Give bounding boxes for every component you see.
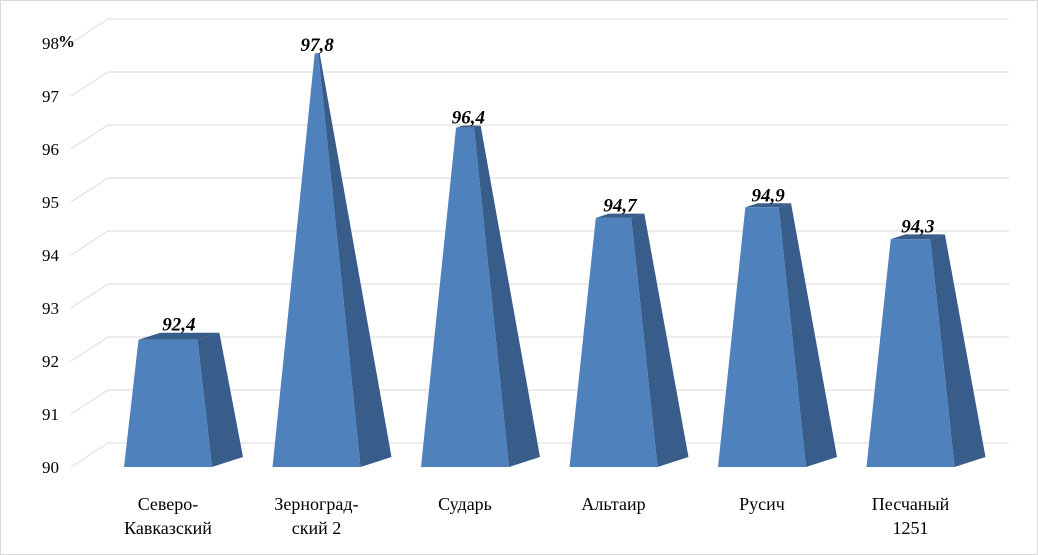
data-label: 94,7 [603, 196, 638, 217]
bar-top [595, 213, 645, 218]
bar-top [745, 203, 792, 208]
y-tick-label: 92 [42, 352, 59, 371]
gridline-skew [70, 71, 109, 97]
y-axis-ticks: 90 91 92 93 94 95 96 97 98 [42, 34, 60, 477]
bar [569, 213, 689, 467]
x-axis-ticks: Северо- Кавказский Зерноград-ский 2 Сударь А… [124, 494, 950, 538]
gridlines [70, 18, 1009, 468]
bar-front [866, 239, 955, 467]
bar-front [272, 53, 361, 467]
bar [421, 125, 540, 468]
gridline-skew [70, 336, 109, 362]
x-tick-label: Альтаир [581, 494, 645, 514]
bar [866, 234, 986, 467]
gridline-skew [70, 283, 109, 309]
bar-side [930, 234, 986, 467]
y-tick-label: 94 [42, 246, 60, 265]
bar [272, 53, 392, 467]
gridline-skew [70, 177, 109, 203]
bar [718, 203, 837, 468]
bar-front [569, 217, 658, 467]
y-tick-label: 95 [42, 193, 59, 212]
bar-front [718, 207, 806, 468]
bar-side [473, 125, 540, 467]
x-tick-label: Песчаный [872, 494, 950, 514]
x-tick-label: Кавказский [124, 518, 212, 538]
x-tick-label: Северо- [138, 494, 199, 514]
y-tick-label: 91 [42, 405, 59, 424]
bar-top [138, 332, 220, 340]
data-labels: 92,4 97,8 96,4 94,7 94,9 94,3 [162, 35, 934, 336]
gridline-skew [70, 442, 109, 468]
gridline-skew [70, 124, 109, 150]
gridline-skew [70, 389, 109, 415]
bar-top [456, 125, 481, 128]
bar-side [318, 53, 392, 467]
data-label: 94,3 [901, 216, 934, 237]
x-tick-label: Сударь [438, 494, 492, 514]
bar-front [124, 339, 212, 467]
y-tick-label: 98 [42, 34, 59, 53]
gridline-skew [70, 18, 109, 44]
x-tick-label: 1251 [893, 518, 929, 538]
y-tick-label: 97 [42, 87, 60, 106]
y-tick-label: 90 [42, 458, 59, 477]
y-tick-label: 93 [42, 299, 59, 318]
x-tick-label: Русич [739, 494, 785, 514]
data-label: 92,4 [162, 315, 195, 336]
data-label: 94,9 [752, 185, 786, 206]
bar [124, 332, 243, 467]
gridline-skew [70, 230, 109, 256]
y-tick-label: 96 [42, 140, 59, 159]
bar-front [421, 127, 509, 468]
data-label: 97,8 [301, 35, 335, 56]
bar-side [197, 332, 243, 467]
data-label: 96,4 [452, 108, 485, 129]
bar-top [890, 234, 945, 240]
y-axis-label: % [58, 32, 75, 51]
bars [124, 53, 986, 468]
bar-side [778, 203, 837, 468]
bar-side [631, 213, 689, 467]
x-tick-label: Зерноград- [274, 494, 358, 514]
x-tick-label: ский 2 [292, 518, 342, 538]
